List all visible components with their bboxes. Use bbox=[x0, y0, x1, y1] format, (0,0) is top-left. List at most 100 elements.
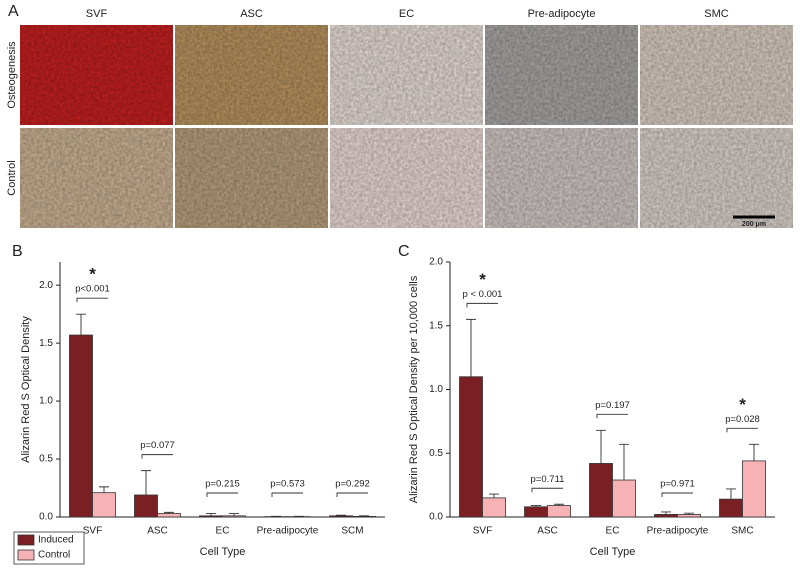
significance-bracket bbox=[596, 413, 628, 419]
y-tick-label: 2.0 bbox=[39, 280, 53, 291]
micrograph-texture bbox=[330, 128, 483, 228]
x-tick-label: Pre-adipocyte bbox=[647, 526, 709, 537]
significance-mark: * bbox=[479, 270, 486, 289]
legend-label: Control bbox=[38, 550, 70, 561]
error-bar bbox=[619, 443, 629, 481]
column-label: EC bbox=[399, 8, 414, 20]
micrograph-texture bbox=[640, 25, 793, 125]
legend-swatch bbox=[17, 549, 35, 561]
bar bbox=[677, 514, 701, 518]
legend-swatch bbox=[17, 534, 35, 546]
bar bbox=[352, 516, 376, 518]
error-bar bbox=[164, 511, 174, 514]
legend-label: Induced bbox=[38, 535, 74, 546]
micrograph-texture bbox=[330, 25, 483, 125]
bar bbox=[92, 492, 116, 518]
p-value: p<0.001 bbox=[75, 284, 110, 295]
micrograph-texture bbox=[485, 25, 638, 125]
x-tick-label: SCM bbox=[341, 526, 363, 537]
significance-bracket bbox=[531, 487, 563, 493]
y-tick-label: 1.5 bbox=[39, 338, 53, 349]
y-tick-label: 1.5 bbox=[429, 320, 443, 331]
x-tick-label: Pre-adipocyte bbox=[257, 526, 319, 537]
column-label: ASC bbox=[240, 8, 263, 20]
x-tick-label: EC bbox=[216, 526, 230, 537]
bar bbox=[589, 463, 613, 518]
row-label: Osteogenesis bbox=[6, 41, 18, 109]
micrograph-texture bbox=[640, 128, 793, 228]
micrograph-texture bbox=[175, 25, 328, 125]
bar bbox=[329, 515, 353, 518]
error-bar bbox=[336, 514, 346, 516]
error-bar bbox=[141, 470, 151, 495]
p-value: p < 0.001 bbox=[463, 289, 503, 300]
column-label: SMC bbox=[704, 8, 729, 20]
error-bar bbox=[726, 488, 736, 500]
significance-bracket bbox=[661, 492, 693, 497]
error-bar bbox=[684, 512, 694, 515]
panel-label: C bbox=[398, 243, 410, 260]
x-tick-label: ASC bbox=[147, 526, 168, 537]
y-tick-label: 0.0 bbox=[429, 512, 443, 523]
p-value: p=0.292 bbox=[335, 479, 370, 490]
p-value: p=0.197 bbox=[595, 400, 630, 411]
y-tick-label: 0.5 bbox=[39, 454, 53, 465]
bar bbox=[459, 376, 483, 518]
micrograph-texture bbox=[485, 128, 638, 228]
error-bar bbox=[206, 513, 216, 516]
column-label: SVF bbox=[86, 8, 108, 20]
error-bar bbox=[99, 486, 109, 493]
y-axis-label: Alizarin Red S Optical Density bbox=[20, 316, 32, 463]
micrograph-texture bbox=[20, 25, 173, 125]
significance-bracket bbox=[141, 454, 173, 459]
x-axis-label: Cell Type bbox=[590, 546, 636, 558]
row-label: Control bbox=[6, 160, 18, 195]
p-value: p=0.711 bbox=[531, 474, 565, 485]
bar bbox=[742, 460, 766, 518]
y-tick-label: 0.5 bbox=[429, 448, 443, 459]
x-tick-label: ASC bbox=[537, 526, 558, 537]
error-bar bbox=[554, 503, 564, 506]
bar bbox=[547, 505, 571, 518]
bar bbox=[222, 515, 246, 518]
p-value: p=0.028 bbox=[725, 414, 760, 425]
error-bar bbox=[749, 443, 759, 461]
x-tick-label: EC bbox=[606, 526, 620, 537]
bar bbox=[482, 497, 506, 518]
p-value: p=0.971 bbox=[660, 479, 695, 490]
panel-label: B bbox=[12, 243, 23, 260]
error-bar bbox=[531, 505, 541, 507]
bar bbox=[654, 514, 678, 518]
y-axis-label: Alizarin Red S Optical Density per 10,00… bbox=[408, 275, 420, 503]
error-bar bbox=[229, 513, 239, 516]
significance-bracket bbox=[466, 302, 498, 308]
bar bbox=[69, 334, 93, 518]
x-tick-label: SVF bbox=[83, 526, 102, 537]
y-tick-label: 0.0 bbox=[39, 512, 53, 523]
significance-mark: * bbox=[89, 265, 96, 284]
bar bbox=[134, 494, 158, 518]
p-value: p=0.077 bbox=[140, 440, 175, 451]
p-value: p=0.573 bbox=[270, 479, 305, 490]
x-tick-label: SMC bbox=[731, 526, 753, 537]
error-bar bbox=[359, 515, 369, 517]
p-value: p=0.215 bbox=[205, 479, 240, 490]
significance-bracket bbox=[76, 297, 108, 303]
error-bar bbox=[466, 318, 476, 377]
y-tick-label: 1.0 bbox=[39, 396, 53, 407]
bar bbox=[612, 479, 636, 518]
bar bbox=[199, 515, 223, 518]
significance-bracket bbox=[336, 492, 368, 497]
micrograph-texture bbox=[20, 128, 173, 228]
bar bbox=[524, 506, 548, 518]
micrograph-texture bbox=[175, 128, 328, 228]
significance-mark: * bbox=[739, 395, 746, 414]
x-axis-label: Cell Type bbox=[200, 546, 246, 558]
significance-bracket bbox=[726, 427, 758, 433]
y-tick-label: 1.0 bbox=[429, 384, 443, 395]
x-tick-label: SVF bbox=[473, 526, 492, 537]
error-bar bbox=[489, 493, 499, 498]
column-label: Pre-adipocyte bbox=[528, 8, 596, 20]
error-bar bbox=[76, 313, 86, 336]
